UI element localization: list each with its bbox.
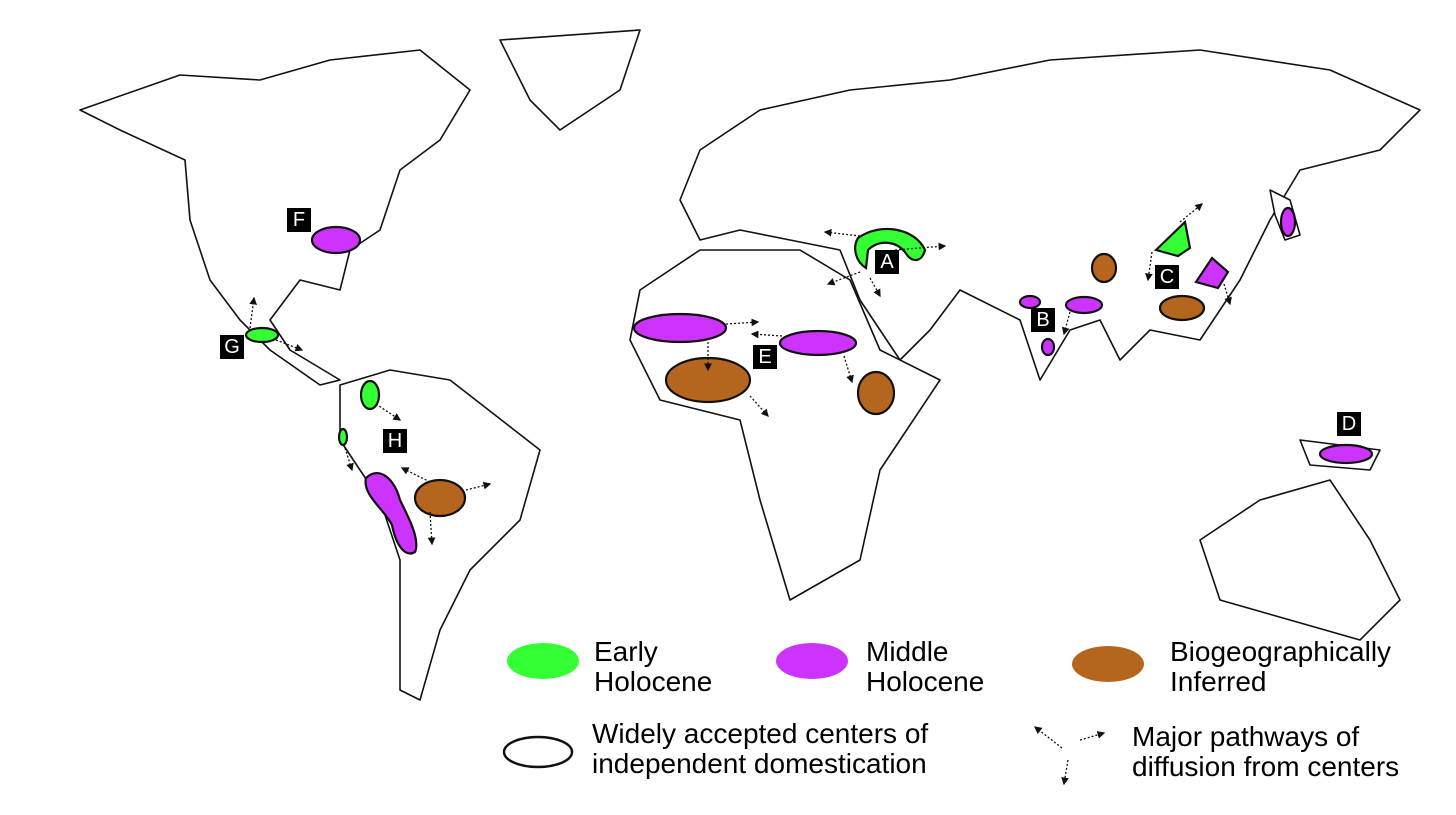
region <box>359 379 381 411</box>
region <box>778 329 858 357</box>
region <box>413 478 467 518</box>
legend-swatch <box>776 643 848 679</box>
label-box <box>287 208 311 232</box>
legend: EarlyHoloceneMiddleHoloceneBiogeographic… <box>502 636 1399 786</box>
label-text: E <box>758 346 771 368</box>
region <box>337 427 349 447</box>
legend-swatch <box>1072 646 1144 682</box>
label-text: D <box>1342 413 1356 435</box>
label-text: A <box>880 251 894 273</box>
legend-text: Middle <box>866 636 948 667</box>
legend-text: independent domestication <box>592 748 927 779</box>
region <box>1318 443 1374 465</box>
label-box <box>1031 308 1055 332</box>
legend-text: Major pathways of <box>1132 721 1359 752</box>
region <box>1153 219 1192 258</box>
label-box <box>753 345 777 369</box>
label-text: C <box>1160 266 1174 288</box>
legend-text: Holocene <box>866 666 984 697</box>
diffusion-arrows <box>249 203 1232 546</box>
label-box <box>220 335 244 359</box>
region <box>1018 294 1042 310</box>
region <box>1194 256 1230 290</box>
legend-arrow-swatch <box>1033 726 1106 786</box>
land <box>79 29 1421 701</box>
label-text: H <box>388 430 402 452</box>
region <box>1090 252 1118 284</box>
regions <box>244 206 1374 555</box>
region <box>854 227 927 270</box>
legend-text: Widely accepted centers of <box>592 718 928 749</box>
legend-text: Biogeographically <box>1170 636 1391 667</box>
label-text: F <box>293 209 305 231</box>
label-box <box>1155 265 1179 289</box>
region <box>664 356 752 404</box>
labels: A B C D E F G H <box>220 208 1361 453</box>
legend-text: Holocene <box>594 666 712 697</box>
legend-text: Inferred <box>1170 666 1267 697</box>
legend-text: Early <box>594 636 658 667</box>
legend-swatch <box>507 643 579 679</box>
region <box>364 472 418 555</box>
label-text: G <box>224 336 240 358</box>
region <box>244 326 280 344</box>
region <box>1040 337 1056 357</box>
legend-outline-swatch <box>502 735 574 769</box>
label-box <box>383 429 407 453</box>
region <box>1064 295 1104 315</box>
region <box>1279 206 1297 238</box>
label-text: B <box>1036 309 1049 331</box>
region <box>632 312 728 344</box>
region <box>310 225 362 255</box>
region <box>856 370 896 416</box>
label-box <box>1337 412 1361 436</box>
region <box>1158 294 1206 322</box>
legend-text: diffusion from centers <box>1132 751 1399 782</box>
label-box <box>875 250 899 274</box>
